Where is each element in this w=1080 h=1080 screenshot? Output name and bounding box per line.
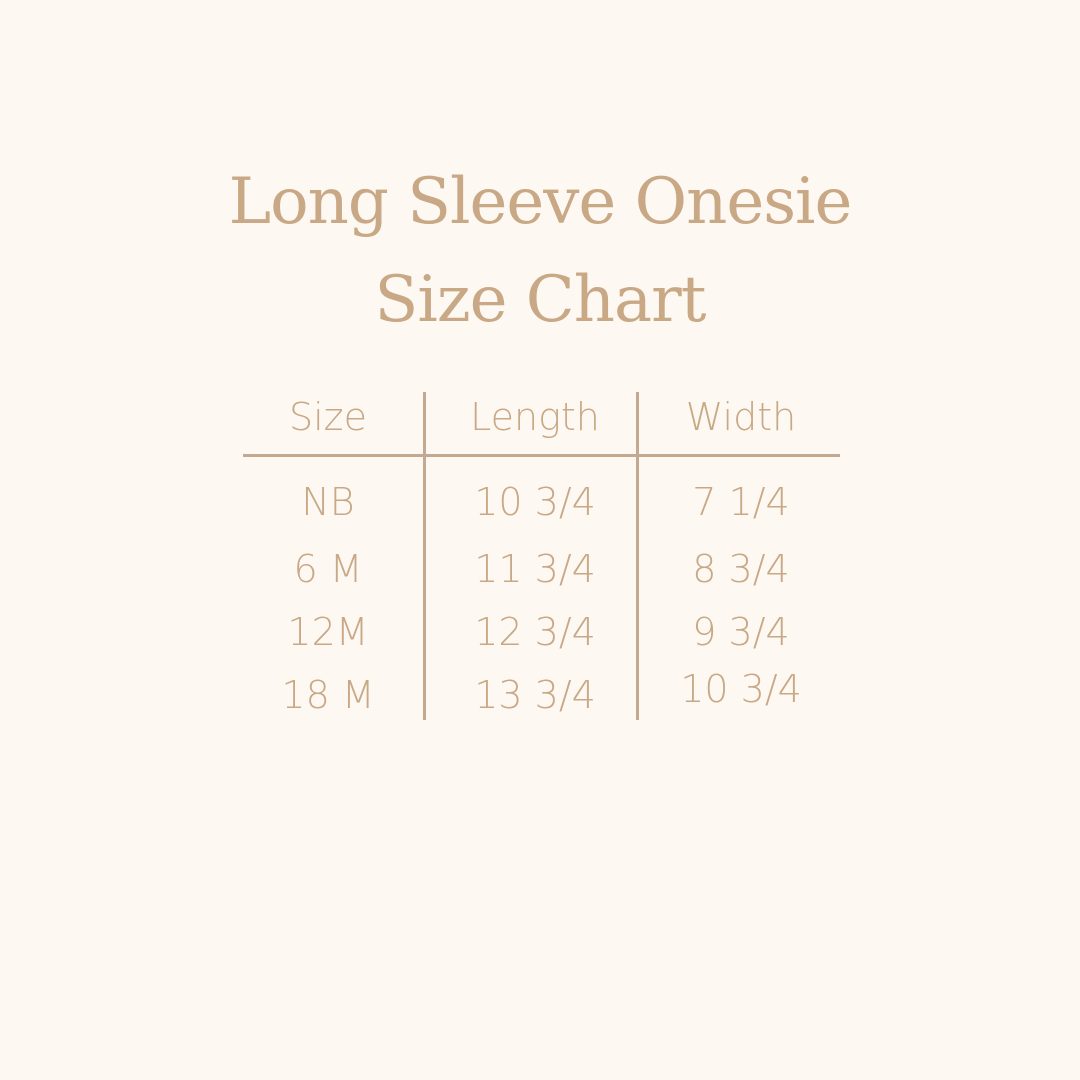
column-divider-1 [423, 392, 426, 720]
table-cell: 18 M [281, 673, 375, 717]
table-cell: 8 3/4 [692, 547, 790, 591]
header-divider [243, 454, 840, 457]
table-cell: 13 3/4 [474, 673, 596, 717]
header-length: Length [470, 395, 600, 439]
table-cell: 7 1/4 [692, 480, 790, 524]
table-cell: 12 3/4 [474, 610, 596, 654]
title-line-2: Size Chart [374, 263, 707, 337]
table-cell: 12M [287, 610, 369, 654]
column-divider-2 [636, 392, 639, 720]
table-cell: 11 3/4 [474, 547, 596, 591]
table-cell: 6 M [293, 547, 363, 591]
header-width: Width [685, 395, 797, 439]
table-cell: 10 3/4 [680, 667, 802, 711]
header-size: Size [288, 395, 367, 439]
title-line-1: Long Sleeve Onesie [228, 165, 853, 239]
table-cell: 9 3/4 [692, 610, 790, 654]
table-cell: 10 3/4 [474, 480, 596, 524]
table-cell: NB [301, 480, 355, 524]
